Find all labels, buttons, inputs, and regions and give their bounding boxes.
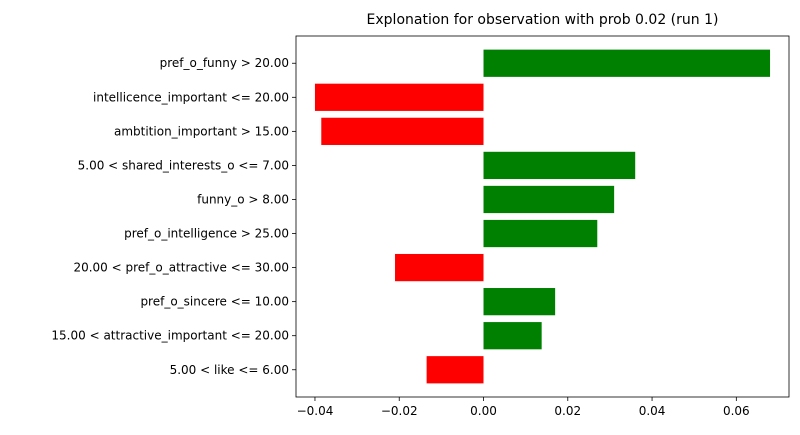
bar-3 <box>483 151 636 180</box>
bar-6 <box>395 253 484 282</box>
y-tick-label: pref_o_sincere <= 10.00 <box>140 295 289 309</box>
plot-frame <box>295 35 790 398</box>
bar-1 <box>314 83 484 111</box>
bar-0 <box>483 49 771 77</box>
bar-9 <box>426 356 484 384</box>
y-tick-label: funny_o > 8.00 <box>197 192 289 206</box>
y-tick-label: pref_o_intelligence > 25.00 <box>124 227 289 241</box>
y-tick-label: intellicence_important <= 20.00 <box>93 90 289 104</box>
y-tick-labels: pref_o_funny > 20.00 intellicence_importa… <box>51 56 296 377</box>
y-tick-label: 5.00 < shared_interests_o <= 7.00 <box>78 158 289 172</box>
x-tick-label: 0.06 <box>723 404 750 418</box>
y-tick-label: 15.00 < attractive_important <= 20.00 <box>51 329 289 343</box>
y-tick-label: 5.00 < like <= 6.00 <box>170 363 289 377</box>
x-ticks: −0.04 −0.02 0.00 0.02 0.04 0.06 <box>297 397 750 418</box>
y-tick-label: pref_o_funny > 20.00 <box>160 56 289 70</box>
y-tick-label: 20.00 < pref_o_attractive <= 30.00 <box>73 261 289 275</box>
x-tick-label: 0.04 <box>639 404 666 418</box>
x-tick-label: 0.00 <box>470 404 497 418</box>
bars-group <box>314 49 771 384</box>
bar-5 <box>483 219 598 248</box>
y-tick-label: ambtition_important > 15.00 <box>114 124 289 138</box>
x-tick-label: 0.02 <box>554 404 581 418</box>
bar-2 <box>321 117 484 145</box>
x-tick-label: −0.02 <box>381 404 418 418</box>
bar-7 <box>483 288 556 316</box>
bar-8 <box>483 322 542 350</box>
bar-4 <box>483 185 615 214</box>
x-tick-label: −0.04 <box>297 404 334 418</box>
chart-title: Explonation for observation with prob 0.… <box>367 12 719 28</box>
